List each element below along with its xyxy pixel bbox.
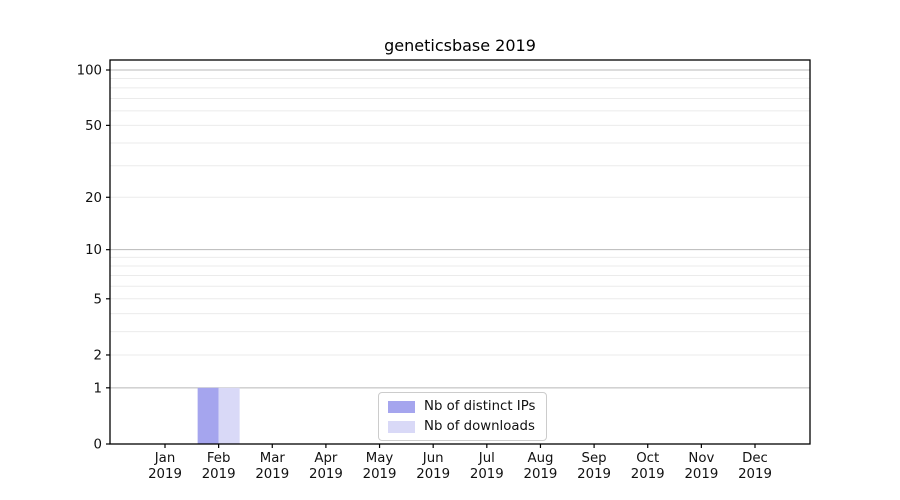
legend-swatch-downloads: [388, 420, 415, 433]
legend-item-distinct-ips: Nb of distinct IPs: [388, 399, 537, 414]
legend-swatch-distinct-ips: [388, 400, 415, 413]
legend: Nb of distinct IPs Nb of downloads: [378, 392, 547, 441]
legend-item-downloads: Nb of downloads: [388, 419, 537, 434]
axis-frame: [109, 59, 811, 445]
x-tick-label: Feb 2019: [202, 451, 236, 482]
y-tick-label: 0: [94, 438, 102, 453]
x-tick-label: Dec 2019: [738, 451, 772, 482]
y-tick-label: 100: [77, 64, 102, 79]
x-tick-label: Mar 2019: [255, 451, 289, 482]
x-tick-label: Nov 2019: [684, 451, 718, 482]
bar-downloads: [218, 387, 240, 444]
y-tick-label: 10: [85, 243, 102, 258]
x-tick-label: Jan 2019: [148, 451, 182, 482]
y-tick-label: 50: [85, 119, 102, 134]
x-tick-label: Jun 2019: [416, 451, 450, 482]
x-tick-label: Sep 2019: [577, 451, 611, 482]
legend-label-downloads: Nb of downloads: [424, 419, 535, 434]
legend-label-distinct-ips: Nb of distinct IPs: [424, 399, 536, 414]
x-tick-label: Apr 2019: [309, 451, 343, 482]
y-tick-label: 20: [85, 191, 102, 206]
y-tick-label: 5: [94, 292, 102, 307]
bar-distinct-ips: [197, 387, 219, 444]
x-tick-label: Oct 2019: [631, 451, 665, 482]
x-tick-label: May 2019: [363, 451, 397, 482]
y-tick-label: 1: [94, 381, 102, 396]
x-tick-label: Jul 2019: [470, 451, 504, 482]
y-tick-label: 2: [94, 348, 102, 363]
chart-title: geneticsbase 2019: [384, 36, 536, 55]
x-tick-label: Aug 2019: [524, 451, 558, 482]
